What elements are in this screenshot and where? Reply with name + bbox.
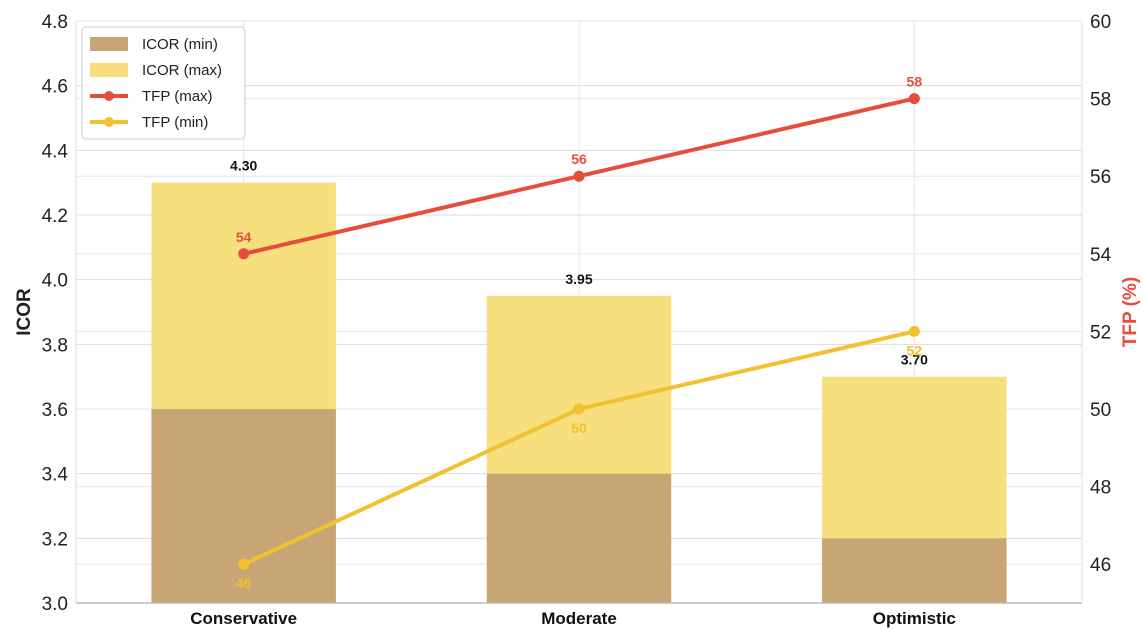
x-tick-label: Moderate — [541, 609, 617, 628]
tfp-min-value-label: 46 — [236, 575, 252, 591]
legend-label: ICOR (max) — [142, 62, 222, 79]
bar-icor-min — [486, 473, 672, 603]
y-axis-left-title: ICOR — [14, 288, 35, 336]
y-left-tick-label: 4.0 — [42, 271, 68, 292]
bars — [151, 182, 1007, 603]
data-labels: 4.30 3.95 3.70 54 56 58 46 50 52 — [230, 74, 928, 592]
tfp-max-value-label: 56 — [571, 151, 587, 167]
tfp-max-value-label: 58 — [907, 74, 923, 90]
y-left-tick-label: 3.2 — [42, 529, 68, 550]
legend-swatch — [90, 37, 128, 51]
legend-box — [81, 26, 246, 140]
point-tfp-max — [908, 93, 920, 105]
bar-icor-min — [822, 538, 1007, 603]
y-right-tick-label: 56 — [1090, 167, 1111, 188]
point-tfp-min — [573, 403, 585, 415]
y-right-tick-label: 46 — [1090, 555, 1111, 576]
bar-value-label: 3.70 — [901, 352, 928, 368]
y-right-tick-label: 58 — [1090, 90, 1111, 111]
bar-value-label: 4.30 — [230, 158, 257, 174]
y-left-tick-label: 4.8 — [42, 12, 68, 33]
y-left-tick-label: 3.4 — [42, 465, 69, 486]
legend: ICOR (min) ICOR (max) TFP (max) TFP (min) — [81, 26, 246, 140]
tfp-lines — [238, 93, 920, 570]
y-left-tick-label: 3.8 — [42, 335, 68, 356]
y-right-tick-label: 54 — [1090, 245, 1112, 266]
legend-label: TFP (max) — [142, 88, 213, 105]
bar-value-label: 3.95 — [565, 271, 592, 287]
tfp-max-value-label: 54 — [236, 229, 252, 245]
x-tick-label: Optimistic — [873, 609, 956, 628]
point-tfp-min — [238, 558, 250, 570]
y-left-tick-label: 4.6 — [42, 77, 68, 98]
bar-icor-min — [151, 409, 336, 603]
axes: 3.0 3.2 3.4 3.6 3.8 4.0 4.2 4.4 4.6 4.8 46 48 50 52 54… — [42, 12, 1112, 628]
y-left-tick-label: 3.6 — [42, 400, 68, 421]
y-right-tick-label: 48 — [1090, 478, 1111, 499]
y-right-tick-label: 60 — [1090, 12, 1111, 33]
legend-marker — [104, 117, 114, 127]
y-left-tick-label: 4.4 — [42, 141, 69, 162]
tfp-min-value-label: 50 — [571, 420, 587, 436]
legend-label: ICOR (min) — [142, 36, 218, 53]
y-left-tick-label: 3.0 — [42, 594, 68, 615]
point-tfp-max — [573, 170, 585, 182]
y-axis-right-title: TFP (%) — [1120, 277, 1141, 347]
point-tfp-max — [238, 248, 250, 260]
point-tfp-min — [908, 325, 920, 337]
legend-marker — [104, 91, 114, 101]
x-tick-label: Conservative — [190, 609, 297, 628]
legend-label: TFP (min) — [142, 114, 208, 131]
y-right-tick-label: 52 — [1090, 322, 1111, 343]
y-left-tick-label: 4.2 — [42, 206, 68, 227]
y-right-tick-label: 50 — [1090, 400, 1111, 421]
tfp-min-value-label: 52 — [907, 342, 923, 358]
legend-swatch — [90, 63, 128, 77]
